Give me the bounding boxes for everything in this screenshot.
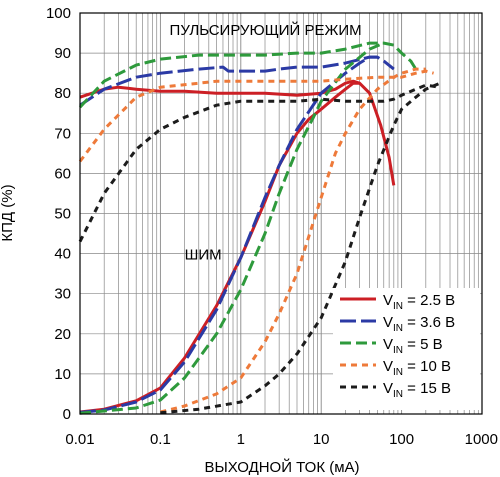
y-tick-label: 100 bbox=[46, 5, 71, 22]
legend-label: VIN = 10 В bbox=[383, 358, 451, 378]
series-line bbox=[79, 41, 385, 415]
y-tick-label: 70 bbox=[54, 125, 71, 142]
x-tick-label: 10 bbox=[313, 431, 330, 448]
annotation-label: ПУЛЬСИРУЮЩИЙ РЕЖИМ bbox=[170, 21, 362, 39]
series-line bbox=[78, 83, 441, 243]
series-line bbox=[160, 81, 441, 415]
x-tick-label: 1000 bbox=[465, 431, 498, 448]
series-line bbox=[79, 79, 396, 186]
y-axis-label: КПД (%) bbox=[0, 184, 16, 241]
legend-label: VIN = 3.6 В bbox=[383, 314, 455, 334]
series-line bbox=[78, 69, 434, 163]
y-tick-label: 10 bbox=[54, 366, 71, 383]
series-line bbox=[79, 55, 378, 414]
y-tick-label: 90 bbox=[54, 45, 71, 62]
series-layer bbox=[78, 41, 441, 415]
y-tick-label: 80 bbox=[54, 85, 71, 102]
y-tick-label: 30 bbox=[54, 286, 71, 303]
legend-label: VIN = 15 В bbox=[383, 380, 451, 400]
y-tick-label: 20 bbox=[54, 326, 71, 343]
annotations: ПУЛЬСИРУЮЩИЙ РЕЖИМ ШИМ bbox=[170, 21, 362, 264]
plot-frame bbox=[79, 12, 483, 415]
x-tick-label: 100 bbox=[389, 431, 414, 448]
y-tick-labels: 0 10 20 30 40 50 60 70 80 90 100 bbox=[46, 5, 71, 423]
y-tick-label: 40 bbox=[54, 246, 71, 263]
legend-label: VIN = 5 В bbox=[383, 336, 443, 356]
annotation-label: ШИМ bbox=[185, 247, 222, 264]
series-line bbox=[78, 41, 418, 109]
x-tick-label: 0.01 bbox=[65, 431, 94, 448]
x-tick-labels: 0.01 0.1 1 10 100 1000 bbox=[65, 431, 498, 448]
legend-label: VIN = 2.5 В bbox=[383, 292, 455, 312]
series-line bbox=[160, 67, 426, 414]
x-axis-label: ВЫХОДНОЙ ТОК (мА) bbox=[204, 458, 359, 476]
legend-box bbox=[333, 288, 480, 410]
x-tick-label: 0.1 bbox=[150, 431, 171, 448]
y-tick-label: 60 bbox=[54, 165, 71, 182]
y-tick-label: 50 bbox=[54, 206, 71, 223]
x-tick-label: 1 bbox=[237, 431, 245, 448]
y-tick-label: 0 bbox=[63, 406, 71, 423]
